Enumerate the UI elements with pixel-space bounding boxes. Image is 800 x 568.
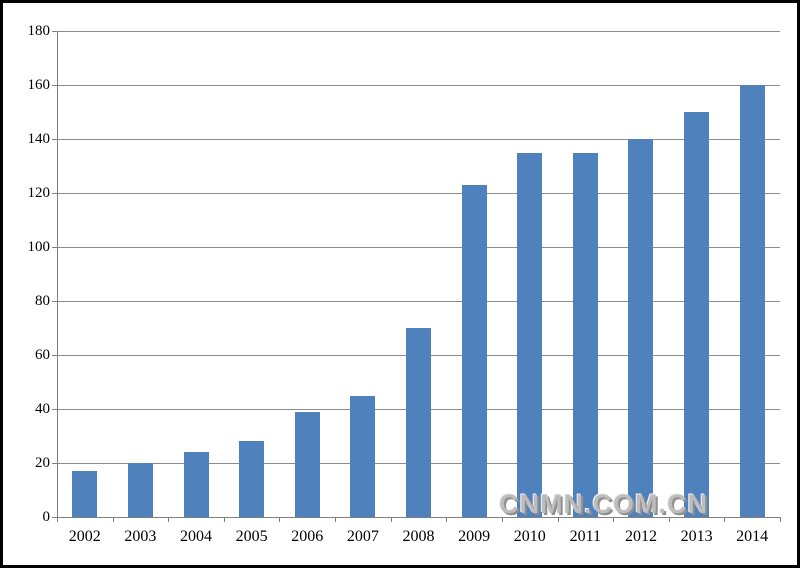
bar-2011 xyxy=(572,152,598,517)
gridline-80 xyxy=(57,301,780,302)
x-tick xyxy=(223,517,225,522)
x-tick xyxy=(112,517,114,522)
y-tick xyxy=(52,301,57,302)
x-tick xyxy=(335,517,337,522)
bar-2012 xyxy=(628,139,654,517)
y-tick xyxy=(52,139,57,140)
gridline-100 xyxy=(57,247,780,248)
x-axis-tick-label: 2006 xyxy=(291,528,324,545)
bar-2014 xyxy=(739,85,765,517)
x-tick xyxy=(390,517,392,522)
y-tick xyxy=(52,247,57,248)
x-tick xyxy=(557,517,559,522)
y-axis-tick-label: 0 xyxy=(42,509,51,525)
x-tick xyxy=(57,517,58,522)
bar-2005 xyxy=(239,441,265,517)
x-tick xyxy=(168,517,170,522)
y-axis-tick-label: 20 xyxy=(35,455,50,471)
bar-2006 xyxy=(294,411,320,517)
x-axis-tick-label: 2014 xyxy=(736,528,769,545)
plot-area: 0 20 40 60 80 100 120 140 160 180 2002 2003 2004 2005… xyxy=(28,23,781,545)
y-tick xyxy=(52,31,57,32)
y-axis-tick-label: 140 xyxy=(27,131,51,147)
y-axis xyxy=(57,31,58,522)
x-tick xyxy=(668,517,670,522)
x-axis-tick-label: 2008 xyxy=(402,528,435,545)
bar-2008 xyxy=(406,328,431,517)
y-tick xyxy=(52,463,57,464)
x-axis-tick-label: 2002 xyxy=(68,528,101,545)
y-axis-tick-label: 80 xyxy=(35,293,50,309)
bar-2007 xyxy=(350,395,376,517)
x-axis-tick-label: 2007 xyxy=(346,528,379,545)
y-axis-tick-label: 100 xyxy=(27,239,51,255)
y-axis-tick-label: 60 xyxy=(35,347,50,363)
bar-2013 xyxy=(684,112,710,517)
gridline-180 xyxy=(57,31,780,32)
x-tick xyxy=(446,517,448,522)
gridline-160 xyxy=(57,85,780,86)
y-axis-tick-label: 160 xyxy=(27,77,51,93)
x-axis-tick-label: 2009 xyxy=(458,528,491,545)
x-tick xyxy=(501,517,503,522)
x-axis-tick-label: 2004 xyxy=(180,528,213,545)
x-axis xyxy=(57,517,780,518)
x-axis-tick-label: 2003 xyxy=(124,528,157,545)
x-tick xyxy=(613,517,615,522)
y-tick xyxy=(52,85,57,86)
y-axis-tick-label: 180 xyxy=(27,23,51,39)
bar-2009 xyxy=(461,184,487,517)
x-tick xyxy=(724,517,726,522)
gridline-140 xyxy=(57,139,780,140)
x-axis-tick-label: 2013 xyxy=(680,528,713,545)
y-axis-tick-label: 40 xyxy=(35,401,50,417)
y-tick xyxy=(52,409,57,410)
x-axis-tick-label: 2005 xyxy=(235,528,268,545)
y-tick xyxy=(52,193,57,194)
x-axis-tick-label: 2011 xyxy=(569,528,602,545)
y-tick xyxy=(52,355,57,356)
x-tick xyxy=(279,517,281,522)
bar-2004 xyxy=(183,452,209,517)
bar-2002 xyxy=(72,471,98,517)
bar-2010 xyxy=(517,152,543,517)
x-axis-tick-label: 2012 xyxy=(624,528,657,545)
bar-2003 xyxy=(127,463,153,517)
y-tick xyxy=(52,517,57,518)
x-axis-tick-label: 2010 xyxy=(513,528,546,545)
gridline-120 xyxy=(57,193,780,194)
y-axis-tick-label: 120 xyxy=(27,185,51,201)
x-tick xyxy=(780,517,781,522)
